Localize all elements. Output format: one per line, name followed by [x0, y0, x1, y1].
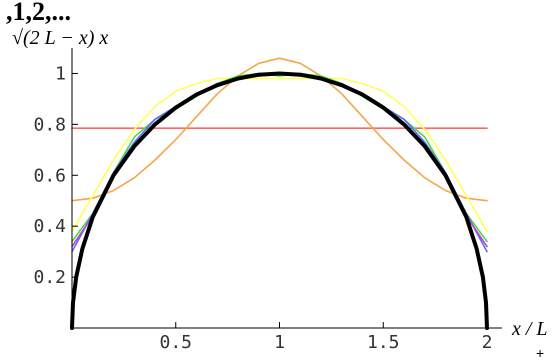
- x-tick-label: 0.5: [159, 332, 192, 353]
- x-axis-label: x / L: [511, 318, 548, 340]
- x-tick-label: 2: [482, 332, 493, 353]
- y-tick-label: 0.6: [33, 165, 66, 186]
- series-line-4: [71, 72, 488, 253]
- series-line-3: [71, 72, 488, 243]
- y-tick-label: 0.8: [33, 114, 66, 135]
- y-tick-label: 0.2: [33, 267, 66, 288]
- y-axis-label: √(2 L − x) x: [12, 27, 108, 49]
- ticks: 0.5 1 1.5 2 0.2 0.4 0.6 0.8 1: [33, 63, 492, 353]
- y-tick-label: 1: [55, 63, 66, 84]
- y-tick-label: 0.4: [33, 216, 66, 237]
- top-text: ,1,2,...: [6, 0, 71, 26]
- series-line-6: [70, 71, 489, 330]
- x-tick-label: 1.5: [367, 332, 400, 353]
- corner-mark: +: [536, 345, 544, 361]
- plot-series: [70, 57, 489, 330]
- x-tick-label: 1: [274, 332, 285, 353]
- series-line-2: [71, 77, 488, 233]
- series-line-5: [71, 72, 488, 248]
- axes: [71, 48, 502, 329]
- series-line-1: [71, 57, 488, 202]
